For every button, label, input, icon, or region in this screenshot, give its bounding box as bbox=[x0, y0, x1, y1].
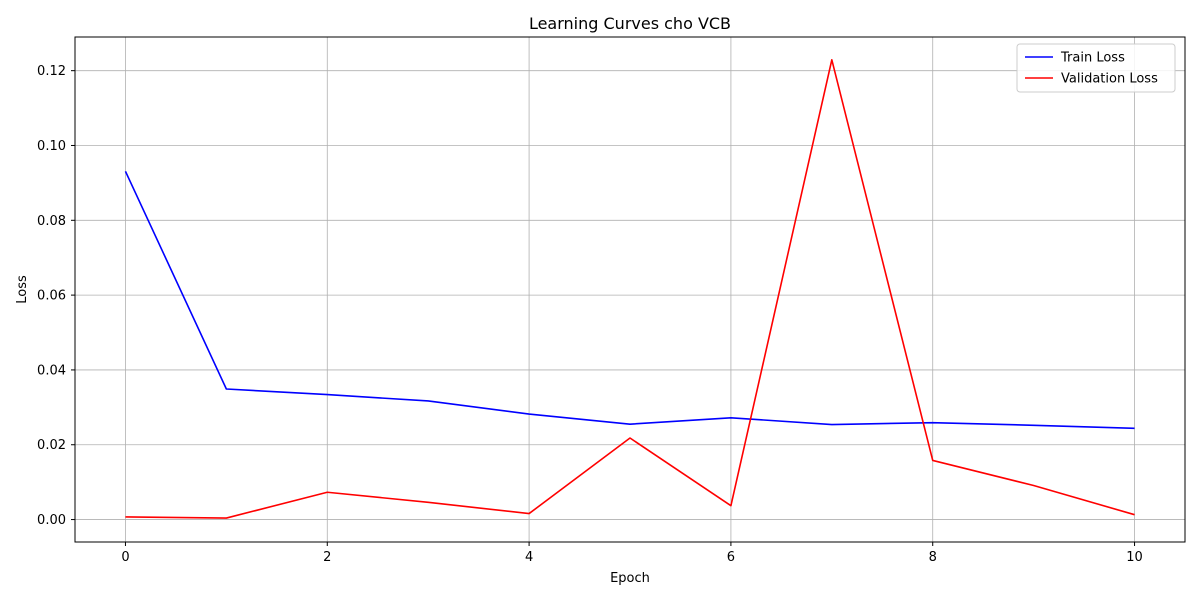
x-tick-label: 2 bbox=[323, 550, 331, 565]
x-tick-label: 10 bbox=[1126, 550, 1143, 565]
legend: Train Loss Validation Loss bbox=[1016, 43, 1176, 93]
y-tick-label: 0.06 bbox=[37, 289, 66, 304]
x-tick-label: 0 bbox=[121, 550, 129, 565]
validation-loss-line bbox=[125, 59, 1135, 519]
axis-ticks: 0 2 4 6 8 10 0.00 0.02 0.04 0.06 0.08 0.10 0.12 bbox=[37, 64, 1143, 565]
train-loss-line bbox=[124, 170, 1135, 430]
x-tick-label: 8 bbox=[929, 550, 937, 565]
chart-title: Learning Curves cho VCB bbox=[529, 14, 731, 33]
series-layer bbox=[124, 59, 1135, 519]
y-tick-label: 0.04 bbox=[37, 363, 66, 378]
legend-label-validation-loss: Validation Loss bbox=[1061, 72, 1158, 87]
y-tick-label: 0.02 bbox=[37, 438, 66, 453]
y-tick-label: 0.08 bbox=[37, 214, 66, 229]
y-tick-label: 0.12 bbox=[37, 64, 66, 79]
y-tick-label: 0.10 bbox=[37, 139, 66, 154]
y-tick-label: 0.00 bbox=[37, 513, 66, 528]
x-axis-label: Epoch bbox=[610, 571, 650, 586]
legend-label-train-loss: Train Loss bbox=[1060, 51, 1125, 66]
grid bbox=[75, 37, 1185, 542]
legend-box bbox=[1016, 43, 1176, 93]
x-tick-label: 4 bbox=[525, 550, 533, 565]
y-axis-label: Loss bbox=[15, 275, 30, 304]
x-tick-label: 6 bbox=[727, 550, 735, 565]
plot-frame bbox=[74, 36, 1186, 543]
